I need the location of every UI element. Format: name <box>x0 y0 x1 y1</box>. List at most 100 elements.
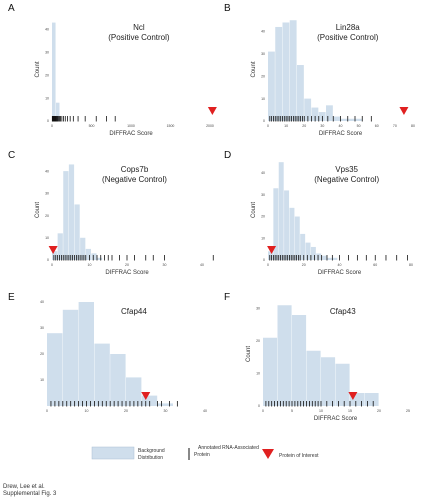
y-tick-label: 0 <box>263 258 265 262</box>
x-tick-label: 60 <box>375 124 379 128</box>
y-axis-label: Count <box>251 202 257 218</box>
x-tick-label: 60 <box>373 263 377 267</box>
histogram-bar <box>278 162 284 260</box>
x-tick-label: 40 <box>200 263 204 267</box>
histogram-bar <box>97 257 103 260</box>
panel-d: D 0 20 40 60 80 0 10 20 30 40 DIFFRAC Score Count Vps… <box>224 150 413 276</box>
histogram-bar <box>292 315 307 406</box>
y-tick-label: 40 <box>45 169 49 173</box>
histogram-bar <box>284 190 290 260</box>
histogram-bar <box>347 118 355 121</box>
caption-figure: Supplemental Fig. 3 <box>3 491 57 497</box>
y-axis-label: Count <box>251 61 257 77</box>
histogram-bar <box>306 350 321 406</box>
y-axis-label: Count <box>35 61 41 77</box>
histogram-bar <box>74 204 80 260</box>
x-tick-label: 20 <box>125 263 129 267</box>
y-tick-label: 10 <box>45 236 49 240</box>
legend-background-swatch <box>91 446 135 460</box>
x-tick-label: 2000 <box>206 124 214 128</box>
y-tick-label: 30 <box>45 192 49 196</box>
histogram-bar <box>126 377 142 406</box>
y-tick-label: 40 <box>40 300 44 304</box>
x-tick-label: 80 <box>409 263 413 267</box>
x-tick-label: 30 <box>163 263 167 267</box>
x-axis-label: DIFFRAC Score <box>109 131 153 137</box>
y-tick-label: 40 <box>261 30 265 34</box>
histogram-bar <box>355 118 362 121</box>
histogram-bar <box>340 118 348 121</box>
y-tick-label: 30 <box>45 51 49 55</box>
protein-marker <box>348 392 358 400</box>
x-tick-label: 30 <box>320 124 324 128</box>
panel-a: A 0 500 1000 1500 2000 0 10 20 30 40 DIFFRAC Score C… <box>8 3 217 137</box>
histogram-bar <box>321 357 336 406</box>
legend-annotated-label-2: Protein <box>194 452 210 458</box>
histogram-bar <box>304 98 312 121</box>
y-tick-label: 0 <box>258 404 260 408</box>
x-tick-label: 10 <box>319 409 323 413</box>
histogram-bar <box>85 248 91 260</box>
histogram-bar <box>141 395 158 406</box>
histogram-bar <box>55 102 60 121</box>
histogram-bar <box>300 233 306 260</box>
histogram-bar <box>335 363 350 406</box>
y-axis-label: Count <box>246 346 252 362</box>
x-tick-label: 20 <box>302 263 306 267</box>
x-tick-label: 0 <box>262 409 264 413</box>
x-tick-label: 0 <box>51 124 53 128</box>
x-tick-label: 1000 <box>127 124 135 128</box>
y-tick-label: 10 <box>261 236 265 240</box>
histogram-bar <box>326 105 333 121</box>
histogram-bar <box>316 253 322 260</box>
panel-e: E 0 10 20 30 40 10 20 30 40 Cfap44 <box>8 292 207 413</box>
x-tick-label: 20 <box>377 409 381 413</box>
y-tick-label: 0 <box>47 258 49 262</box>
x-tick-label: 70 <box>393 124 397 128</box>
panel-title: Ncl <box>133 23 145 32</box>
y-axis-label: Count <box>35 202 41 218</box>
panel-f: F 0 5 10 15 20 25 0 10 20 30 DIFFRAC Score Count Cfap… <box>224 292 410 422</box>
protein-marker <box>141 392 151 400</box>
x-axis-label: DIFFRAC Score <box>314 416 358 422</box>
x-tick-label: 15 <box>348 409 352 413</box>
y-tick-label: 30 <box>261 193 265 197</box>
y-tick-label: 40 <box>261 171 265 175</box>
y-tick-label: 0 <box>47 119 49 123</box>
legend-annotated-label-1: Annotated RNA-Associated <box>198 445 259 451</box>
x-tick-label: 10 <box>88 263 92 267</box>
y-tick-label: 20 <box>261 215 265 219</box>
histogram-bar <box>305 242 311 260</box>
y-tick-label: 20 <box>40 352 44 356</box>
y-tick-label: 30 <box>261 52 265 56</box>
y-tick-label: 10 <box>45 96 49 100</box>
protein-marker <box>207 107 217 115</box>
x-tick-label: 40 <box>339 124 343 128</box>
histogram-bar <box>57 233 63 260</box>
panel-title: Vps35 <box>335 165 358 174</box>
caption-author: Drew, Lee et al. <box>3 484 45 490</box>
panel-b: B 0 10 20 30 40 50 60 70 80 0 10 20 30 40 DIFFRAC Score… <box>224 3 415 137</box>
x-axis-label: DIFFRAC Score <box>318 270 362 276</box>
x-tick-label: 50 <box>357 124 361 128</box>
histogram-bar <box>268 251 273 260</box>
x-tick-label: 20 <box>302 124 306 128</box>
legend: Background Distribution Annotated RNA-As… <box>91 445 319 461</box>
histogram-bar <box>52 22 56 122</box>
histogram-bar <box>78 302 94 406</box>
y-tick-label: 10 <box>40 378 44 382</box>
legend-background-label-1: Background <box>138 448 165 454</box>
panel-c: C 0 10 20 30 40 0 10 20 30 40 DIFFRAC Score Count Cop… <box>8 150 214 276</box>
x-tick-label: 5 <box>291 409 293 413</box>
histogram-bar <box>297 65 304 121</box>
histogram-bar <box>282 22 290 122</box>
legend-marker-icon <box>262 449 274 459</box>
x-tick-label: 0 <box>267 124 269 128</box>
y-tick-label: 30 <box>256 307 260 311</box>
y-tick-label: 10 <box>261 97 265 101</box>
histogram-bar <box>326 257 332 260</box>
y-tick-label: 40 <box>45 28 49 32</box>
histogram-bar <box>63 171 69 260</box>
histogram-bar <box>364 393 379 406</box>
y-tick-label: 20 <box>45 214 49 218</box>
